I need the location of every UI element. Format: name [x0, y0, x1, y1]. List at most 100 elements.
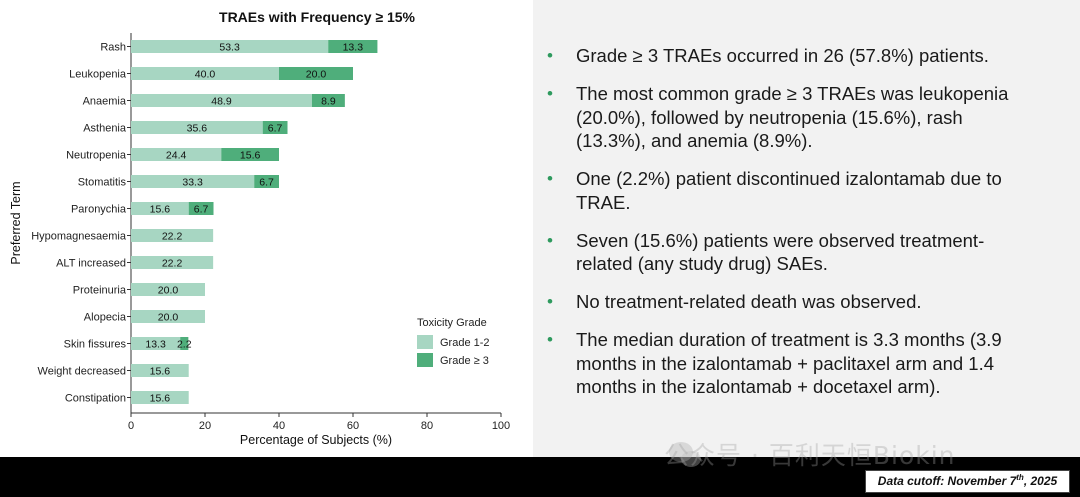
- bullet-text: Grade ≥ 3 TRAEs occurred in 26 (57.8%) p…: [576, 45, 989, 66]
- legend-swatch: [417, 353, 433, 367]
- category-label: ALT increased: [56, 258, 126, 270]
- bullet-marker: •: [547, 230, 553, 250]
- bar-chart: TRAEs with Frequency ≥ 15% 0 20 40 60 80 100 Pe…: [9, 9, 510, 447]
- bar-segment: [131, 148, 222, 161]
- bullet-marker: •: [547, 292, 553, 311]
- bar-value-label: 35.6: [187, 123, 208, 135]
- bar-segment: [221, 148, 279, 161]
- bar-segment: [311, 94, 345, 107]
- bar-segment: [131, 391, 189, 404]
- bar-value-label: 48.9: [211, 96, 232, 108]
- bar-segment: [131, 67, 279, 80]
- bar-value-label: 6.7: [268, 123, 283, 135]
- x-tick-label: 40: [273, 420, 285, 432]
- bar-segment: [131, 337, 181, 350]
- bar-segment: [131, 256, 214, 269]
- legend-label: Grade ≥ 3: [440, 355, 489, 367]
- bullet-text: One (2.2%) patient discontinued izalonta…: [576, 168, 1002, 213]
- category-label: Constipation: [65, 393, 126, 405]
- bullet-marker: •: [547, 46, 553, 65]
- bar-segment: [131, 121, 263, 134]
- category-label: Asthenia: [83, 123, 127, 135]
- bar-segment: [131, 364, 189, 377]
- bar-value-label: 13.3: [145, 339, 166, 351]
- bullet-item: • The median duration of treatment is 3.3…: [547, 328, 1037, 399]
- category-label: Neutropenia: [66, 150, 127, 162]
- category-label: Proteinuria: [73, 285, 127, 297]
- bullet-item: • No treatment-related death was observed…: [547, 290, 1037, 314]
- bar-value-label: 6.7: [259, 177, 274, 189]
- cutoff-suffix: , 2025: [1023, 474, 1058, 488]
- cutoff-prefix: Data cutoff: November 7: [877, 474, 1017, 488]
- bar-segment: [180, 337, 189, 350]
- bar-value-label: 15.6: [150, 366, 171, 378]
- bullet-marker: •: [547, 84, 553, 103]
- bar-value-label: 13.3: [343, 42, 364, 54]
- data-cutoff-box: Data cutoff: November 7th, 2025: [865, 470, 1070, 493]
- bar-segment: [131, 310, 205, 323]
- category-label: Hypomagnesaemia: [31, 231, 127, 243]
- bar-value-label: 20.0: [158, 285, 179, 297]
- bullet-item: • Seven (15.6%) patients were observed tr…: [547, 229, 1037, 276]
- bar-value-label: 2.2: [177, 339, 192, 351]
- x-tick-label: 60: [347, 420, 359, 432]
- bar-segment: [131, 202, 189, 215]
- bar-value-label: 8.9: [321, 96, 336, 108]
- bullet-text: The most common grade ≥ 3 TRAEs was leuk…: [576, 83, 1009, 151]
- bar-value-label: 33.3: [182, 177, 203, 189]
- bar-value-label: 15.6: [150, 204, 171, 216]
- legend-label: Grade 1-2: [440, 337, 490, 349]
- bar-value-label: 20.0: [306, 69, 327, 81]
- bar-value-label: 15.6: [150, 393, 171, 405]
- bar-segment: [131, 175, 255, 188]
- legend-title: Toxicity Grade: [417, 317, 487, 329]
- x-axis-label: Percentage of Subjects (%): [240, 433, 392, 447]
- x-tick-label: 80: [421, 420, 433, 432]
- bar-segment: [328, 40, 378, 53]
- bar-segment: [254, 175, 279, 188]
- x-tick-label: 20: [199, 420, 211, 432]
- wechat-icon: [669, 442, 701, 467]
- summary-bullets: • Grade ≥ 3 TRAEs occurred in 26 (57.8%) …: [547, 44, 1037, 413]
- category-label: Skin fissures: [64, 339, 127, 351]
- category-label: Weight decreased: [38, 366, 126, 378]
- bar-segment: [279, 67, 353, 80]
- bar-value-label: 24.4: [166, 150, 187, 162]
- bullet-text: The median duration of treatment is 3.3 …: [576, 329, 1002, 397]
- bar-segment: [262, 121, 288, 134]
- bar-segment: [131, 229, 214, 242]
- y-axis-label: Preferred Term: [9, 181, 23, 264]
- bullet-text: No treatment-related death was observed.: [576, 291, 922, 312]
- chart-panel: TRAEs with Frequency ≥ 15% 0 20 40 60 80 100 Pe…: [0, 0, 533, 457]
- bar-value-label: 53.3: [219, 42, 240, 54]
- bar-value-label: 15.6: [240, 150, 261, 162]
- x-tick-label: 100: [492, 420, 510, 432]
- bar-value-label: 6.7: [194, 204, 209, 216]
- category-label: Alopecia: [84, 312, 127, 324]
- bar-value-label: 20.0: [158, 312, 179, 324]
- category-label: Leukopenia: [69, 69, 127, 81]
- bar-segment: [188, 202, 214, 215]
- category-label: Rash: [100, 42, 126, 54]
- summary-panel: • Grade ≥ 3 TRAEs occurred in 26 (57.8%) …: [533, 0, 1080, 457]
- legend-swatch: [417, 335, 433, 349]
- bar-value-label: 22.2: [162, 258, 183, 270]
- category-label: Stomatitis: [78, 177, 127, 189]
- bullet-item: • One (2.2%) patient discontinued izalont…: [547, 167, 1037, 214]
- cutoff-sup: th: [1016, 473, 1024, 482]
- x-tick-label: 0: [128, 420, 134, 432]
- category-label: Paronychia: [71, 204, 127, 216]
- watermark-text: 公众号 · 百利天恒Biokin: [664, 441, 956, 470]
- bullet-text: Seven (15.6%) patients were observed tre…: [576, 229, 985, 275]
- bullet-marker: •: [547, 169, 553, 188]
- category-label: Anaemia: [83, 96, 127, 108]
- bar-segment: [131, 283, 205, 296]
- bar-segment: [131, 94, 312, 107]
- bullet-item: • Grade ≥ 3 TRAEs occurred in 26 (57.8%) …: [547, 44, 1037, 68]
- bar-segment: [131, 40, 329, 53]
- bar-value-label: 22.2: [162, 231, 183, 243]
- bar-value-label: 40.0: [195, 69, 216, 81]
- bullet-item: • The most common grade ≥ 3 TRAEs was leu…: [547, 82, 1037, 153]
- chart-title: TRAEs with Frequency ≥ 15%: [219, 9, 416, 25]
- bullet-marker: •: [547, 330, 553, 349]
